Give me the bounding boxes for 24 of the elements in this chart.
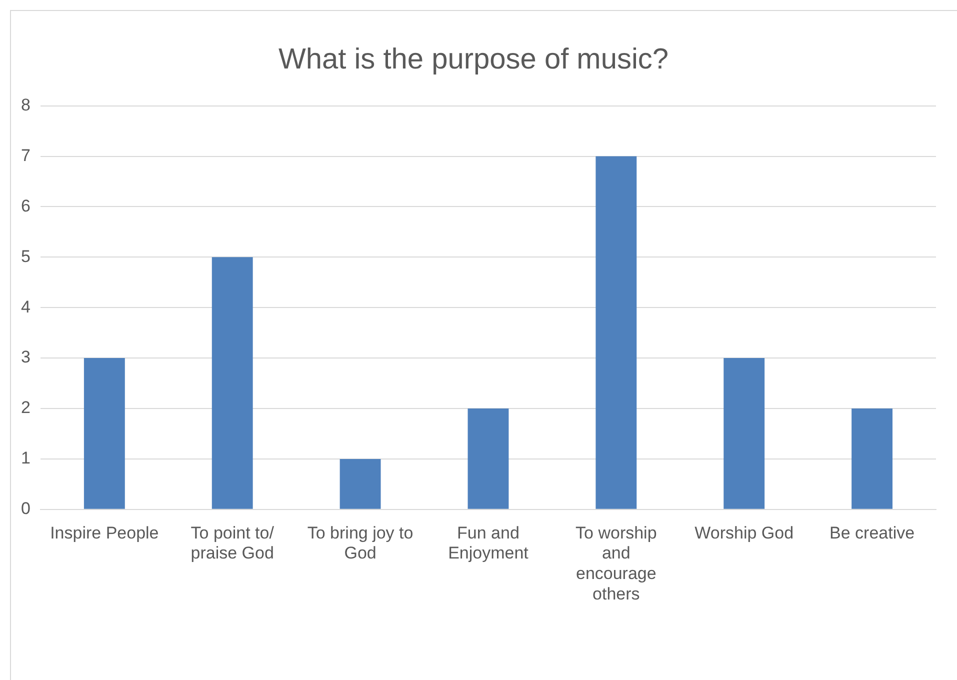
x-tick-label: To point to/ praise God [190,523,274,563]
bar [724,358,765,509]
bar [596,156,637,509]
y-tick-label: 1 [20,448,30,468]
x-tick-label: To worship and encourage others [576,523,657,604]
x-tick-label: Worship God [694,523,794,542]
bar [84,358,125,509]
bar [340,458,381,509]
bar [212,257,253,509]
x-tick-label: Fun and Enjoyment [448,523,529,563]
y-tick-label: 2 [20,398,30,418]
y-tick-label: 7 [20,146,30,165]
chart-title: What is the purpose of music? [278,43,669,76]
y-tick-label: 6 [20,196,30,216]
y-tick-label: 4 [20,297,30,316]
x-tick-label: Be creative [830,523,915,542]
x-tick-label: To bring joy to God [307,523,414,563]
bar [468,408,509,509]
y-tick-label: 8 [20,95,30,114]
y-tick-label: 5 [20,246,30,266]
y-tick-label: 3 [20,348,30,367]
bar [852,408,892,509]
x-tick-label: Inspire People [50,523,159,542]
y-tick-label: 0 [20,499,30,518]
